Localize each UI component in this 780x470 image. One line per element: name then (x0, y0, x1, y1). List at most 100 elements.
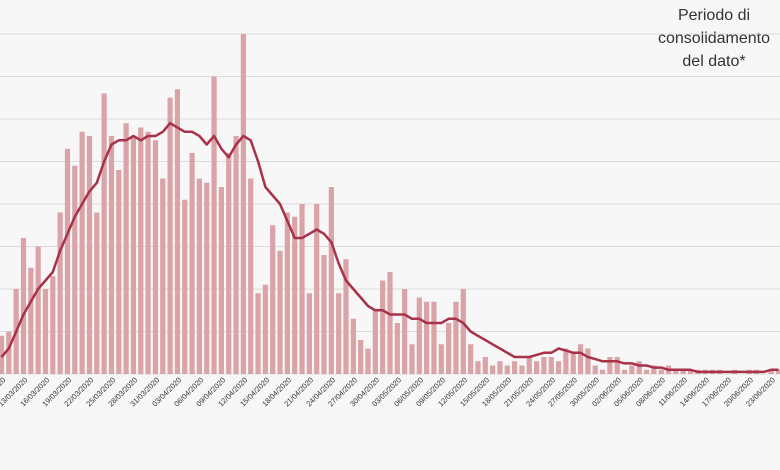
bar (768, 369, 774, 374)
bar (35, 246, 41, 374)
bar (636, 361, 642, 374)
bar (306, 293, 312, 374)
annotation: Periodo di (678, 7, 750, 24)
bar (218, 187, 224, 374)
bar (365, 348, 371, 374)
bar (380, 280, 386, 374)
bar (621, 369, 628, 374)
bar (424, 301, 430, 374)
bar (416, 297, 422, 374)
bar (563, 348, 569, 374)
bar (482, 357, 488, 374)
bar (248, 178, 254, 374)
bar (328, 187, 334, 374)
bar (607, 357, 613, 374)
bar (101, 93, 107, 374)
bar (519, 365, 525, 374)
trend-line (0, 121, 779, 374)
bar (72, 165, 78, 374)
bar (629, 365, 635, 374)
bar (775, 369, 780, 374)
bar (284, 212, 290, 374)
bar (592, 365, 598, 374)
bar (226, 153, 232, 374)
bar (446, 323, 452, 374)
bar (108, 136, 115, 374)
bar (262, 284, 268, 374)
bar (431, 301, 437, 374)
bar (211, 76, 217, 374)
bar (138, 127, 144, 374)
bar (270, 225, 276, 374)
bar (42, 289, 49, 374)
bar (277, 250, 283, 374)
bar (167, 97, 173, 374)
bar (145, 131, 151, 374)
bar (240, 34, 246, 374)
bar (533, 361, 540, 374)
bar (94, 212, 100, 374)
bar (64, 148, 71, 374)
bar (673, 369, 679, 374)
bar (526, 357, 532, 374)
bar (299, 204, 305, 374)
bar (189, 153, 195, 374)
bar (555, 361, 562, 374)
bar (453, 301, 459, 374)
bar (504, 365, 510, 374)
bar (468, 344, 474, 374)
bar (336, 293, 342, 374)
bar (541, 357, 547, 374)
bar (358, 340, 364, 374)
annotation: consolidamento (658, 30, 770, 47)
bar (20, 238, 27, 374)
bar (152, 140, 159, 374)
bar (643, 369, 650, 374)
bar (577, 344, 584, 374)
bar (196, 178, 203, 374)
bar (585, 348, 591, 374)
bar (490, 365, 496, 374)
bar (614, 357, 620, 374)
bar (651, 365, 657, 374)
bar (475, 361, 481, 374)
bar (460, 289, 466, 374)
bar (86, 136, 93, 374)
bar (438, 344, 444, 374)
bar (50, 276, 56, 374)
bar (687, 369, 694, 374)
bar (570, 352, 576, 374)
bar (350, 318, 356, 374)
bar (174, 89, 181, 374)
bar (497, 361, 503, 374)
bar (402, 289, 408, 374)
bar (394, 323, 400, 374)
bar (680, 369, 686, 374)
bar (512, 361, 518, 374)
bar (255, 293, 261, 374)
bar (116, 170, 122, 374)
bar (314, 204, 320, 374)
bar (599, 369, 606, 374)
bar (292, 216, 298, 374)
bar (57, 212, 63, 374)
bar (409, 344, 415, 374)
bar (204, 182, 210, 374)
bar (28, 267, 34, 374)
bar (123, 123, 129, 374)
bar (160, 178, 166, 374)
bar (321, 255, 327, 374)
bar (182, 199, 188, 374)
bar (130, 136, 137, 374)
bar (79, 131, 85, 374)
bar (233, 136, 239, 374)
bar (658, 369, 664, 374)
bar (343, 259, 349, 374)
bar (387, 272, 393, 374)
annotation: del dato* (682, 53, 745, 70)
bar (6, 331, 12, 374)
bar (548, 357, 554, 374)
bar (372, 310, 378, 374)
